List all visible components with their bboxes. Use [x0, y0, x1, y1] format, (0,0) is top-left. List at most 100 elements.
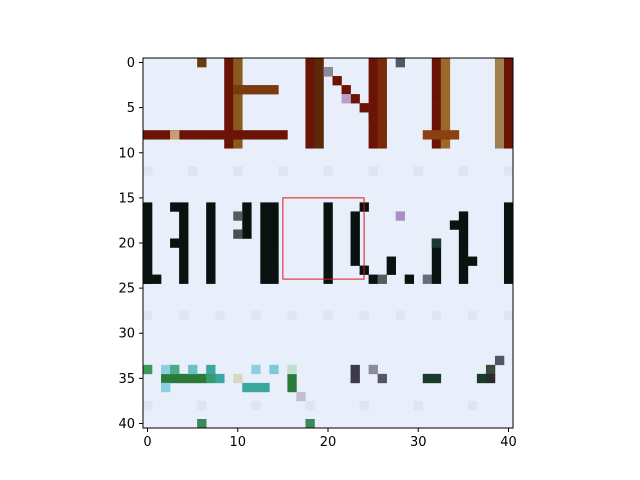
pixel	[170, 130, 180, 140]
pixel	[260, 238, 270, 248]
pixel	[503, 202, 514, 212]
pixel	[359, 400, 369, 411]
pixel	[494, 85, 505, 95]
pixel	[431, 256, 442, 266]
pixel	[269, 130, 279, 140]
pixel	[350, 220, 360, 230]
pixel	[179, 247, 189, 257]
pixel	[179, 220, 189, 230]
pixel	[368, 130, 378, 140]
pixel	[224, 76, 234, 86]
pixel	[305, 112, 315, 122]
pixel	[503, 229, 514, 239]
pixel	[503, 265, 514, 275]
pixel	[449, 130, 460, 140]
pixel	[305, 121, 315, 131]
pixel	[341, 94, 351, 104]
pixel	[143, 238, 153, 248]
pixel	[395, 211, 406, 221]
pixel	[242, 202, 252, 212]
pixel	[251, 364, 261, 375]
pixel	[368, 103, 378, 113]
pixel	[206, 220, 216, 230]
pixel	[368, 67, 378, 77]
pixel	[143, 211, 153, 221]
pixel	[404, 274, 415, 284]
pixel	[179, 238, 189, 248]
pixel	[179, 310, 189, 321]
x-tick-label: 40	[500, 435, 517, 450]
pixel	[377, 373, 387, 384]
pixel	[143, 220, 153, 230]
pixel	[359, 310, 369, 321]
pixel	[431, 373, 442, 384]
pixel	[206, 373, 216, 384]
pixel	[197, 400, 207, 411]
pixel	[206, 274, 216, 284]
pixel	[206, 256, 216, 266]
pixel	[233, 58, 243, 68]
pixel	[377, 121, 387, 131]
pixel	[179, 130, 189, 140]
pixel	[242, 211, 252, 221]
pixel	[143, 364, 153, 375]
pixel	[152, 130, 162, 140]
pixel	[431, 265, 442, 275]
pixel	[197, 58, 207, 68]
pixel	[197, 130, 207, 140]
pixel	[143, 247, 153, 257]
pixel	[305, 67, 315, 77]
pixel	[503, 220, 514, 230]
pixel	[323, 220, 333, 230]
pixel	[314, 112, 324, 122]
pixel	[206, 238, 216, 248]
pixel	[224, 94, 234, 104]
pixel	[206, 265, 216, 275]
pixel	[260, 229, 270, 239]
pixel	[188, 373, 198, 384]
pixel	[260, 382, 270, 393]
pixel	[350, 238, 360, 248]
y-tick-label: 20	[118, 237, 135, 252]
pixel	[260, 220, 270, 230]
pixel	[260, 265, 270, 275]
pixel-image	[143, 58, 514, 429]
pixel	[503, 211, 514, 221]
y-tick-label: 35	[118, 372, 135, 387]
pixel	[260, 256, 270, 266]
pixel	[224, 121, 234, 131]
pixel	[503, 256, 514, 266]
pixel	[305, 58, 315, 68]
pixel	[422, 274, 433, 284]
x-tick-label: 0	[143, 435, 151, 450]
pixel	[314, 67, 324, 77]
pixel	[377, 103, 387, 113]
pixel	[431, 238, 442, 248]
pixel	[251, 310, 261, 321]
pixel	[467, 400, 478, 411]
pixel	[440, 76, 451, 86]
pixel	[188, 364, 198, 375]
pixel	[314, 121, 324, 131]
x-tick-label: 10	[229, 435, 246, 450]
pixel	[161, 373, 171, 384]
pixel	[305, 418, 315, 429]
pixel	[260, 211, 270, 221]
pixel	[179, 211, 189, 221]
pixel	[350, 94, 360, 104]
pixel	[314, 58, 324, 68]
pixel	[188, 130, 198, 140]
y-tick-label: 10	[118, 146, 135, 161]
pixel	[422, 373, 433, 384]
pixel	[503, 94, 514, 104]
pixel	[278, 166, 288, 176]
pixel	[431, 247, 442, 257]
pixel	[431, 58, 442, 68]
pixel	[179, 373, 189, 384]
pixel	[377, 112, 387, 122]
pixel	[179, 229, 189, 239]
pixel	[377, 130, 387, 140]
pixel	[233, 121, 243, 131]
pixel	[233, 130, 243, 140]
pixel	[377, 67, 387, 77]
